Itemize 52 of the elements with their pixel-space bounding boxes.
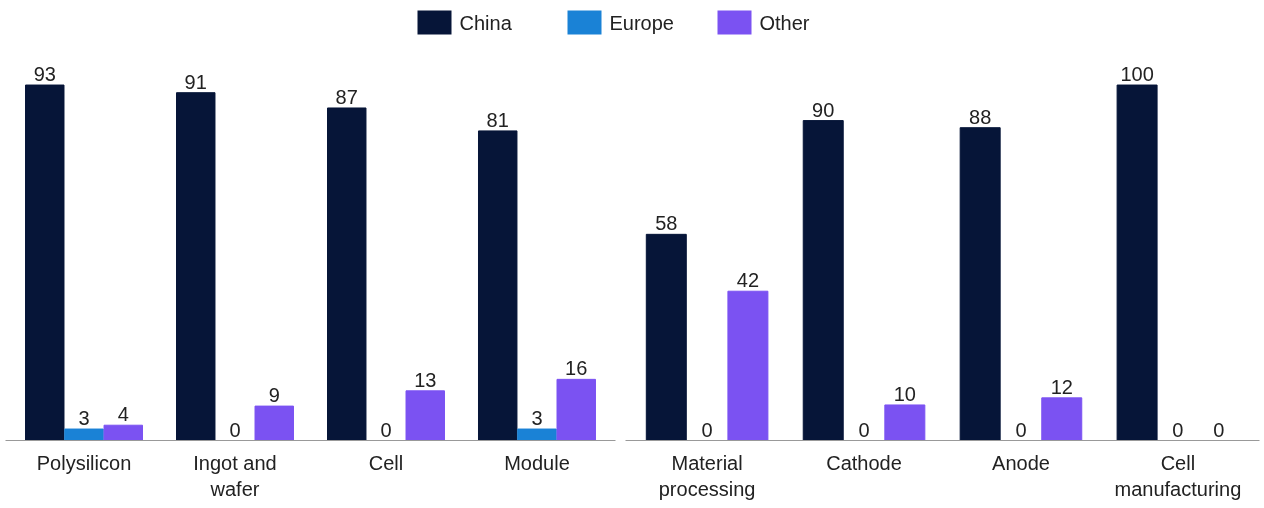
data-label: 42: [736, 269, 760, 292]
bar: [884, 404, 926, 441]
data-label: 93: [33, 63, 56, 86]
x-tick-label: Ingot and wafer: [193, 451, 277, 500]
bar: [959, 127, 1001, 441]
data-label: 3: [531, 407, 543, 430]
data-label: 13: [414, 368, 437, 391]
x-tick-label: Anode: [992, 451, 1050, 474]
data-label: 9: [268, 384, 280, 407]
data-label: 0: [229, 418, 241, 441]
x-tick-label: Polysilicon: [36, 451, 132, 474]
data-label: 0: [380, 418, 392, 441]
legend-label: Europe: [609, 11, 674, 34]
x-tick-label: Cell: [368, 451, 404, 474]
data-label: 0: [858, 418, 870, 441]
data-label: 0: [1213, 418, 1225, 441]
data-label: 4: [117, 403, 129, 426]
data-label: 10: [893, 382, 916, 405]
data-label: 0: [1172, 418, 1184, 441]
bar: [64, 428, 104, 441]
data-label: 100: [1120, 63, 1154, 86]
bar: [645, 233, 687, 441]
bar: [1116, 84, 1158, 441]
bar: [802, 120, 844, 441]
bar: [556, 378, 596, 441]
legend-label: China: [459, 11, 513, 34]
x-tick-label: Material processing: [658, 451, 756, 500]
data-label: 58: [655, 212, 678, 235]
x-tick-label: Cathode: [826, 451, 902, 474]
bar: [517, 428, 557, 441]
bar: [327, 107, 367, 441]
data-label: 90: [812, 98, 835, 121]
bar: [727, 290, 769, 441]
x-tick-label: Cell manufacturing: [1114, 451, 1242, 500]
data-label: 3: [78, 407, 90, 430]
x-tick-label: Module: [504, 451, 570, 474]
legend-label: Other: [759, 11, 810, 34]
data-label: 0: [1015, 418, 1027, 441]
data-label: 0: [701, 418, 713, 441]
data-label: 91: [184, 70, 207, 93]
bar: [1041, 397, 1083, 441]
bar: [254, 405, 294, 441]
data-label: 88: [969, 105, 992, 128]
data-label: 87: [335, 85, 358, 108]
data-label: 16: [565, 357, 588, 380]
data-label: 81: [486, 108, 509, 131]
data-label: 12: [1050, 375, 1073, 398]
bar: [405, 390, 445, 441]
bar: [103, 424, 144, 441]
bar: [25, 84, 65, 441]
bar: [477, 130, 518, 441]
bar: [176, 92, 216, 441]
